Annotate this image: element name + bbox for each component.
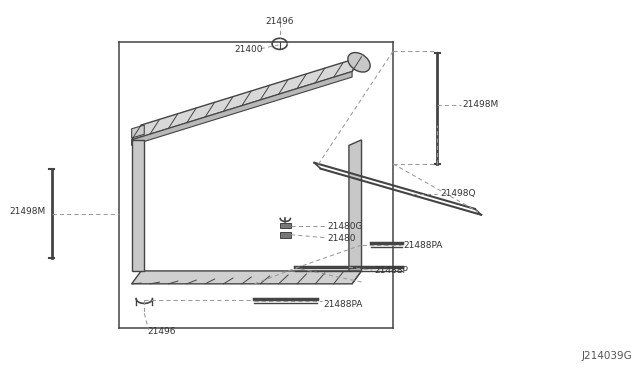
Polygon shape bbox=[349, 140, 362, 271]
Text: 21480: 21480 bbox=[327, 234, 355, 243]
Polygon shape bbox=[132, 271, 362, 284]
Polygon shape bbox=[132, 71, 352, 145]
Text: 21498M: 21498M bbox=[9, 207, 45, 217]
FancyBboxPatch shape bbox=[280, 232, 291, 238]
Ellipse shape bbox=[348, 52, 370, 72]
Text: 21498M: 21498M bbox=[462, 100, 499, 109]
Text: J214039G: J214039G bbox=[582, 352, 632, 361]
Text: 21488PA: 21488PA bbox=[324, 300, 363, 310]
Text: 21488PA: 21488PA bbox=[404, 241, 443, 250]
Text: 21496: 21496 bbox=[266, 17, 294, 26]
Text: 21496: 21496 bbox=[147, 327, 176, 336]
Polygon shape bbox=[132, 57, 362, 140]
Text: 21488P: 21488P bbox=[374, 266, 408, 275]
Polygon shape bbox=[132, 125, 144, 138]
Text: 21498Q: 21498Q bbox=[440, 189, 476, 198]
Text: 21480G: 21480G bbox=[327, 222, 362, 231]
Polygon shape bbox=[132, 140, 144, 271]
FancyBboxPatch shape bbox=[280, 222, 291, 228]
Text: 21400: 21400 bbox=[234, 45, 263, 54]
